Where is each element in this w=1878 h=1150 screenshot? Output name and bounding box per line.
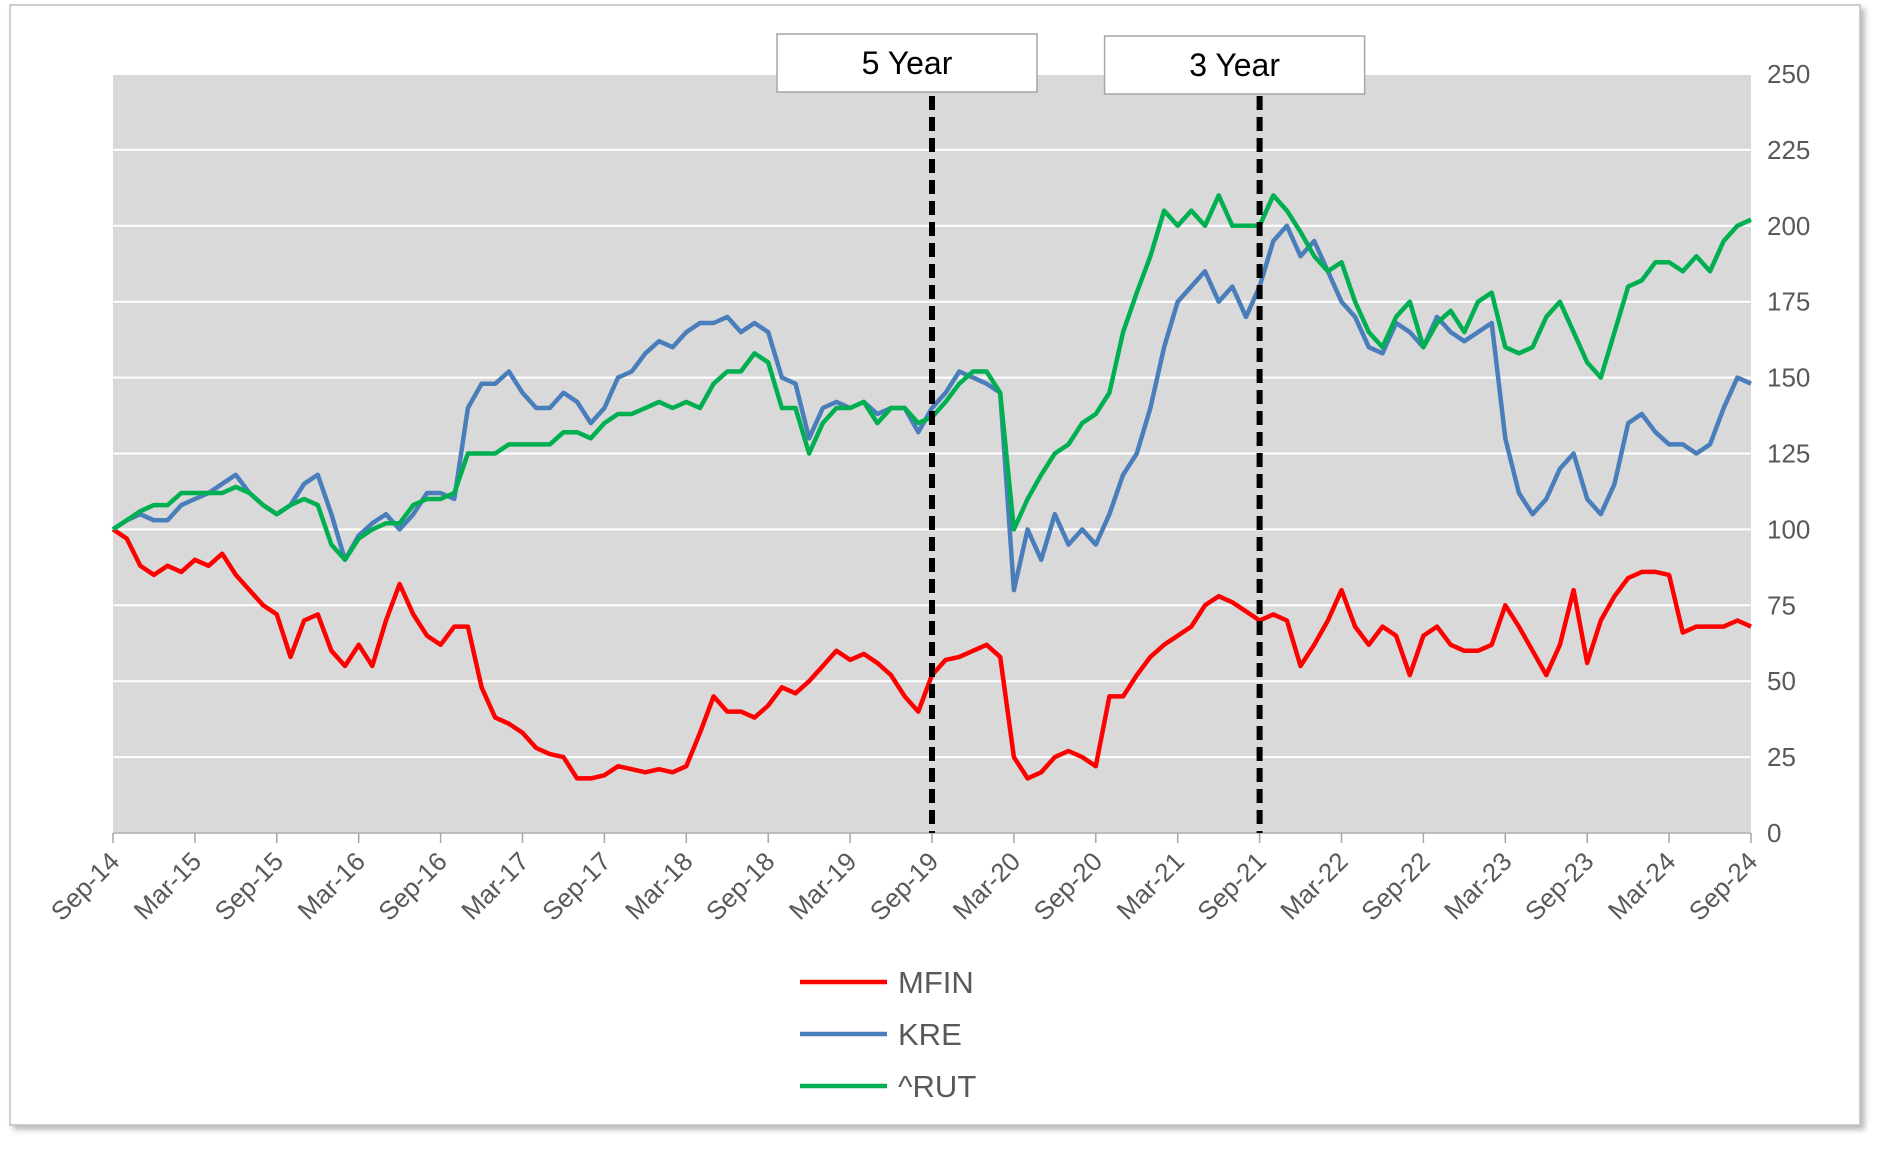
y-tick-label: 200: [1767, 211, 1810, 241]
annotation-label: 5 Year: [862, 45, 953, 81]
series-line: [111, 223, 1752, 593]
y-tick-label: 75: [1767, 590, 1796, 620]
y-tick-label: 50: [1767, 666, 1796, 696]
y-tick-label: 25: [1767, 742, 1796, 772]
annotation-label: 3 Year: [1189, 47, 1280, 83]
annotation-box: [776, 33, 1038, 93]
y-tick-label: 150: [1767, 363, 1810, 393]
y-tick-label: 125: [1767, 439, 1810, 469]
y-tick-label: 175: [1767, 287, 1810, 317]
y-tick-label: 0: [1767, 818, 1781, 848]
legend-label: KRE: [898, 1017, 962, 1052]
y-tick-label: 250: [1767, 59, 1810, 89]
y-tick-label: 100: [1767, 514, 1810, 544]
legend-label: MFIN: [898, 965, 974, 1000]
legend-label: ^RUT: [898, 1069, 976, 1104]
annotation-box: [1103, 35, 1366, 95]
y-tick-label: 225: [1767, 135, 1810, 165]
